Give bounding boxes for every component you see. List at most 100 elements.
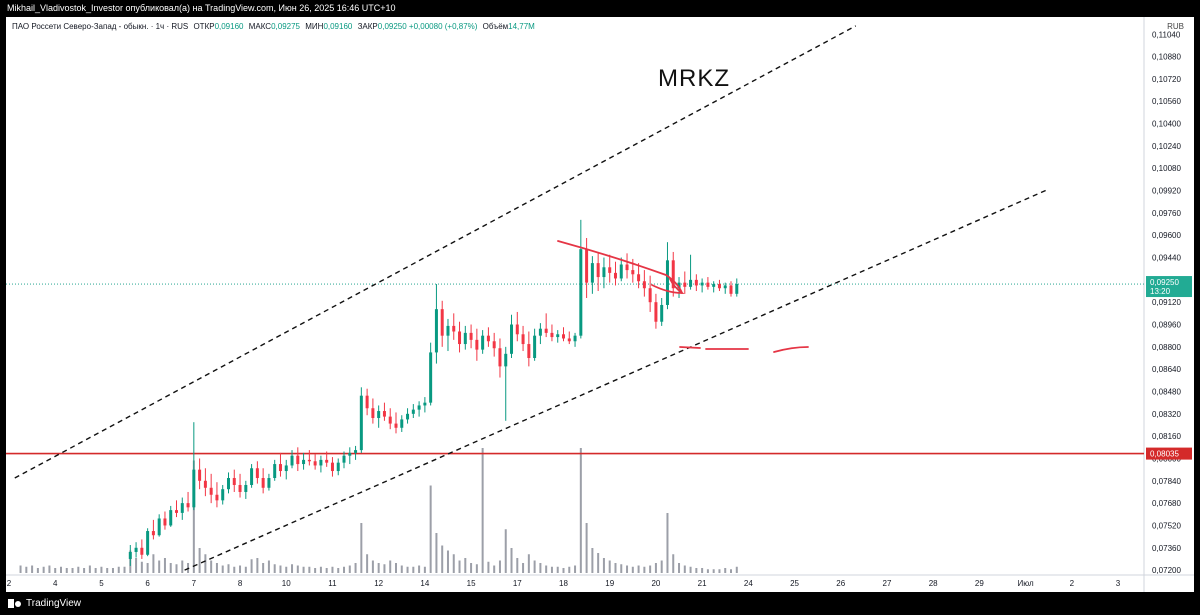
volume-bar — [163, 558, 166, 573]
volume-bar — [412, 566, 415, 573]
volume-bar — [262, 563, 265, 573]
x-tick-label: 27 — [883, 579, 892, 588]
candle-body — [169, 510, 173, 526]
candle-body — [683, 282, 687, 287]
volume-bar — [210, 560, 213, 573]
candle-body — [290, 455, 294, 466]
low-label: МИН — [305, 22, 324, 31]
volume-bar — [504, 529, 507, 573]
volume-bar — [348, 565, 351, 573]
candle-body — [382, 411, 386, 417]
tradingview-brand: TradingView — [26, 598, 82, 609]
currency-label[interactable]: RUB — [1167, 22, 1184, 31]
volume-bar — [36, 568, 39, 573]
volume-bar — [423, 566, 426, 573]
volume-bar — [215, 563, 218, 573]
candle-body — [342, 455, 346, 463]
x-tick-label: 24 — [744, 579, 753, 588]
candle-body — [510, 324, 514, 354]
volume-bar — [394, 563, 397, 573]
candle-body — [226, 478, 230, 490]
candle-body — [348, 452, 352, 456]
candle-body — [267, 478, 271, 488]
candle-body — [371, 408, 375, 419]
volume-bar — [54, 568, 57, 573]
candle-body — [175, 510, 179, 513]
y-tick-label: 0,09760 — [1152, 209, 1181, 218]
high-label: МАКС — [248, 22, 272, 31]
volume-bar — [678, 563, 681, 573]
candle-body — [394, 423, 398, 428]
change-value: +0,00080 (+0,87%) — [408, 22, 478, 31]
y-tick-label: 0,10080 — [1152, 164, 1181, 173]
symbol-legend: ПАО Россети Северо-Запад - обыкн. · 1ч ·… — [12, 22, 535, 31]
volume-bar — [111, 568, 114, 573]
y-tick-label: 0,08160 — [1152, 432, 1181, 441]
candle-body — [302, 459, 306, 465]
volume-bar — [371, 560, 374, 573]
volume-bar — [267, 560, 270, 573]
volume-bar — [458, 560, 461, 573]
close-value: 0,09250 — [377, 22, 407, 31]
candle-body — [665, 260, 669, 305]
x-tick-label: Июл — [1017, 579, 1034, 588]
volume-bar — [65, 568, 68, 573]
candle-body — [429, 352, 433, 403]
tradingview-logo: TradingView — [8, 598, 81, 609]
candle-body — [533, 335, 537, 359]
y-tick-label: 0,09120 — [1152, 298, 1181, 307]
channel-upper-line — [14, 25, 857, 479]
ticker-annotation: MRKZ — [658, 65, 730, 92]
volume-bar — [302, 566, 305, 573]
volume-bar — [88, 565, 91, 573]
countdown-label: 13:20 — [1150, 287, 1171, 296]
candle-body — [203, 480, 207, 488]
x-tick-label: 17 — [513, 579, 522, 588]
volume-bar — [296, 565, 299, 573]
candle-body — [238, 484, 242, 492]
volume-bar — [481, 448, 484, 573]
x-tick-label: 12 — [374, 579, 383, 588]
y-tick-label: 0,11040 — [1152, 30, 1181, 39]
candle-body — [354, 450, 358, 453]
candle-body — [613, 272, 617, 279]
candle-body — [440, 309, 444, 336]
volume-bar — [325, 568, 328, 573]
x-tick-label: 2 — [7, 579, 12, 588]
candle-body — [250, 468, 254, 485]
candle-body — [336, 462, 340, 472]
candle-body — [625, 264, 629, 271]
volume-bar — [550, 566, 553, 573]
candle-body — [365, 395, 369, 409]
candle-body — [215, 494, 219, 501]
volume-bar — [562, 568, 565, 573]
chart-pane[interactable]: 0,11040 0,10880 0,10720 0,10560 0,10400 0,102… — [6, 17, 1194, 592]
volume-bar — [654, 563, 657, 573]
volume-bar — [418, 565, 421, 573]
price-chart[interactable]: 0,11040 0,10880 0,10720 0,10560 0,10400 0,102… — [6, 17, 1194, 592]
y-tick-label: 0,08800 — [1152, 343, 1181, 352]
annotation-arrow — [557, 240, 683, 294]
volume-bar — [106, 568, 109, 573]
volume-bar — [400, 565, 403, 573]
volume-bar — [19, 565, 22, 573]
volume-bar — [533, 560, 536, 573]
y-tick-label: 0,09600 — [1152, 231, 1181, 240]
last-price-label: 0,09250 — [1150, 278, 1179, 287]
candle-body — [504, 353, 508, 367]
tradingview-logo-icon — [8, 599, 22, 608]
candle-body — [146, 531, 150, 555]
open-label: ОТКР — [193, 22, 215, 31]
candle-body — [538, 328, 542, 336]
volume-bar — [152, 554, 155, 573]
volume-bar — [244, 566, 247, 573]
candle-body — [602, 267, 606, 278]
volume-bar — [620, 564, 623, 573]
candle-body — [359, 395, 363, 451]
low-value: 0,09160 — [323, 22, 353, 31]
close-label: ЗАКР — [357, 22, 378, 31]
x-tick-label: 19 — [605, 579, 614, 588]
candle-body — [550, 332, 554, 338]
volume-bar — [568, 566, 571, 573]
volume-bar — [591, 548, 594, 573]
